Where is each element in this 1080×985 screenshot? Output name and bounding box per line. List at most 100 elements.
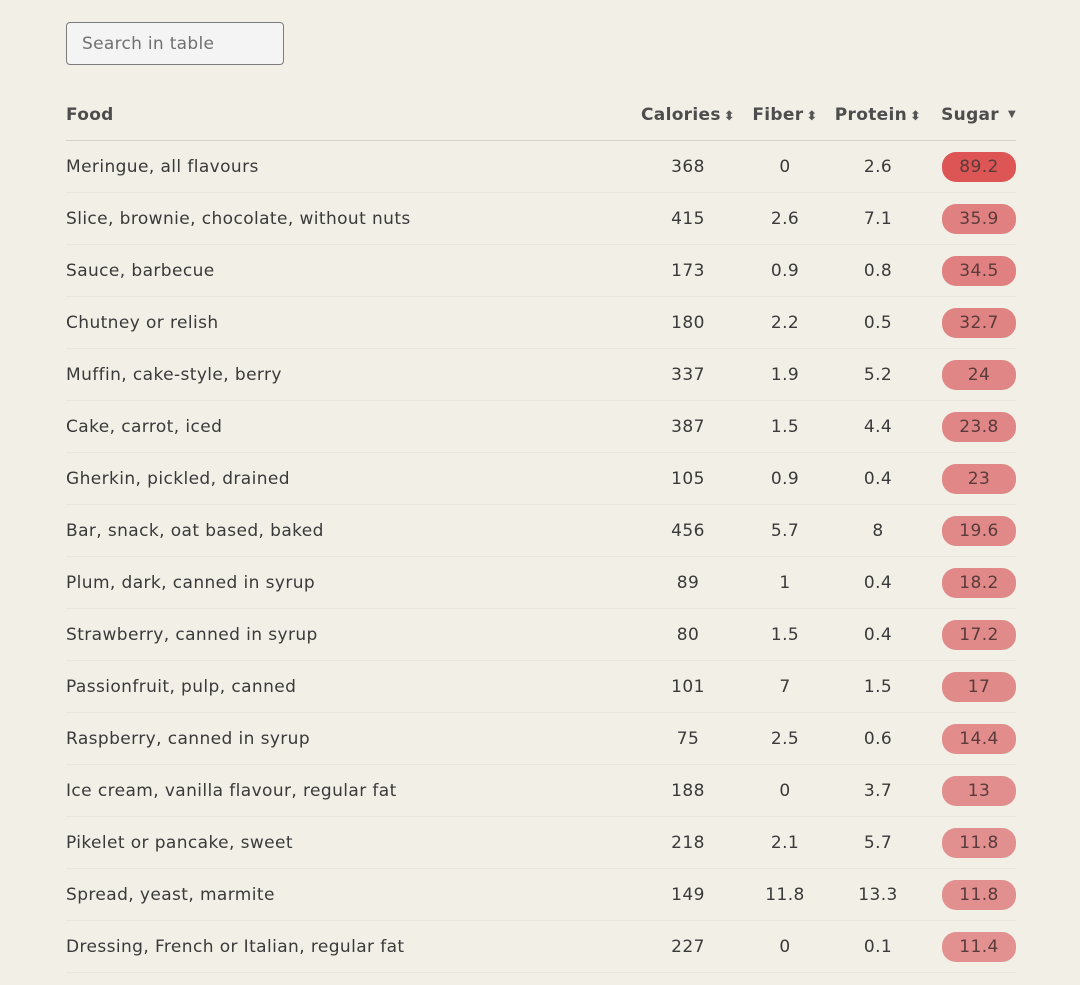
cell-fiber: 1.9 [770, 364, 800, 385]
food-table: Food Calories ⬍ Fiber ⬍ Protein ⬍ Sugar ▼ Me… [66, 90, 1016, 973]
cell-protein: 8 [872, 520, 884, 541]
cell-food: Spread, yeast, marmite [66, 884, 275, 905]
cell-calories: 227 [671, 936, 705, 957]
cell-calories: 337 [671, 364, 705, 385]
table-row: Gherkin, pickled, drained 105 0.9 0.4 23 [66, 453, 1016, 505]
table-row: Muffin, cake-style, berry 337 1.9 5.2 24 [66, 349, 1016, 401]
sort-both-icon[interactable]: ⬍ [723, 109, 735, 124]
cell-calories: 456 [671, 520, 705, 541]
sugar-badge: 13 [942, 775, 1016, 806]
cell-calories: 80 [676, 624, 700, 645]
cell-calories: 105 [671, 468, 705, 489]
sort-descending-icon[interactable]: ▼ [1008, 108, 1016, 120]
cell-calories: 188 [671, 780, 705, 801]
cell-fiber: 0.9 [770, 260, 800, 281]
cell-food: Gherkin, pickled, drained [66, 468, 290, 489]
header-sugar[interactable]: Sugar ▼ [930, 105, 1016, 125]
header-fiber-label: Fiber [752, 105, 804, 125]
cell-calories: 101 [671, 676, 705, 697]
cell-food: Muffin, cake-style, berry [66, 364, 282, 385]
cell-sugar: 32.7 [930, 307, 1016, 338]
cell-fiber: 5.7 [770, 520, 800, 541]
sugar-badge: 19.6 [942, 515, 1016, 546]
cell-protein: 0.1 [863, 936, 893, 957]
cell-sugar: 11.4 [930, 931, 1016, 962]
cell-food: Pikelet or pancake, sweet [66, 832, 293, 853]
sugar-badge: 23.8 [942, 411, 1016, 442]
header-food[interactable]: Food [66, 105, 632, 125]
sort-both-icon[interactable]: ⬍ [806, 109, 818, 124]
header-protein[interactable]: Protein ⬍ [826, 105, 930, 125]
cell-sugar: 11.8 [930, 827, 1016, 858]
cell-protein: 0.4 [863, 624, 893, 645]
search-input[interactable] [66, 22, 284, 65]
cell-food: Raspberry, canned in syrup [66, 728, 311, 749]
cell-protein: 5.2 [863, 364, 893, 385]
cell-food: Bar, snack, oat based, baked [66, 520, 324, 541]
table-row: Strawberry, canned in syrup 80 1.5 0.4 17.2 [66, 609, 1016, 661]
cell-fiber: 7 [779, 676, 791, 697]
cell-sugar: 35.9 [930, 203, 1016, 234]
header-food-label: Food [66, 105, 114, 125]
table-body: Meringue, all flavours 368 0 2.6 89.2 Slice, … [66, 141, 1016, 973]
cell-food: Ice cream, vanilla flavour, regular fat [66, 780, 397, 801]
sugar-badge: 11.4 [942, 931, 1016, 962]
cell-protein: 7.1 [863, 208, 893, 229]
cell-calories: 387 [671, 416, 705, 437]
table-row: Pikelet or pancake, sweet 218 2.1 5.7 11.8 [66, 817, 1016, 869]
sugar-badge: 18.2 [942, 567, 1016, 598]
cell-fiber: 2.5 [770, 728, 800, 749]
cell-protein: 0.5 [863, 312, 893, 333]
cell-fiber: 1 [779, 572, 791, 593]
sort-both-icon[interactable]: ⬍ [910, 109, 922, 124]
header-protein-label: Protein [834, 105, 907, 125]
cell-protein: 0.8 [863, 260, 893, 281]
cell-sugar: 17 [930, 671, 1016, 702]
cell-protein: 13.3 [858, 884, 898, 905]
cell-sugar: 11.8 [930, 879, 1016, 910]
sugar-badge: 17 [942, 671, 1016, 702]
cell-food: Meringue, all flavours [66, 156, 259, 177]
cell-food: Slice, brownie, chocolate, without nuts [66, 208, 411, 229]
cell-sugar: 34.5 [930, 255, 1016, 286]
cell-fiber: 11.8 [765, 884, 805, 905]
cell-calories: 173 [671, 260, 705, 281]
table-row: Raspberry, canned in syrup 75 2.5 0.6 14.4 [66, 713, 1016, 765]
header-calories-label: Calories [641, 105, 721, 125]
cell-protein: 4.4 [863, 416, 893, 437]
cell-sugar: 89.2 [930, 151, 1016, 182]
table-row: Spread, yeast, marmite 149 11.8 13.3 11.8 [66, 869, 1016, 921]
table-row: Sauce, barbecue 173 0.9 0.8 34.5 [66, 245, 1016, 297]
header-fiber[interactable]: Fiber ⬍ [744, 105, 826, 125]
cell-food: Passionfruit, pulp, canned [66, 676, 297, 697]
table-row: Bar, snack, oat based, baked 456 5.7 8 19.6 [66, 505, 1016, 557]
table-row: Plum, dark, canned in syrup 89 1 0.4 18.2 [66, 557, 1016, 609]
cell-sugar: 17.2 [930, 619, 1016, 650]
sugar-badge: 11.8 [942, 879, 1016, 910]
cell-food: Chutney or relish [66, 312, 219, 333]
cell-food: Plum, dark, canned in syrup [66, 572, 316, 593]
cell-fiber: 0 [779, 156, 791, 177]
cell-sugar: 18.2 [930, 567, 1016, 598]
cell-protein: 0.4 [863, 468, 893, 489]
cell-sugar: 23.8 [930, 411, 1016, 442]
sugar-badge: 32.7 [942, 307, 1016, 338]
sugar-badge: 14.4 [942, 723, 1016, 754]
cell-calories: 218 [671, 832, 705, 853]
sugar-badge: 17.2 [942, 619, 1016, 650]
cell-fiber: 0 [779, 936, 791, 957]
cell-food: Dressing, French or Italian, regular fat [66, 936, 405, 957]
cell-protein: 5.7 [863, 832, 893, 853]
table-row: Dressing, French or Italian, regular fat… [66, 921, 1016, 973]
cell-fiber: 1.5 [770, 624, 800, 645]
header-calories[interactable]: Calories ⬍ [632, 105, 744, 125]
sugar-badge: 89.2 [942, 151, 1016, 182]
cell-protein: 2.6 [863, 156, 893, 177]
cell-calories: 415 [671, 208, 705, 229]
table-row: Ice cream, vanilla flavour, regular fat 1… [66, 765, 1016, 817]
cell-sugar: 14.4 [930, 723, 1016, 754]
cell-calories: 149 [671, 884, 705, 905]
header-sugar-label: Sugar [941, 105, 999, 125]
cell-food: Cake, carrot, iced [66, 416, 223, 437]
cell-calories: 368 [671, 156, 705, 177]
